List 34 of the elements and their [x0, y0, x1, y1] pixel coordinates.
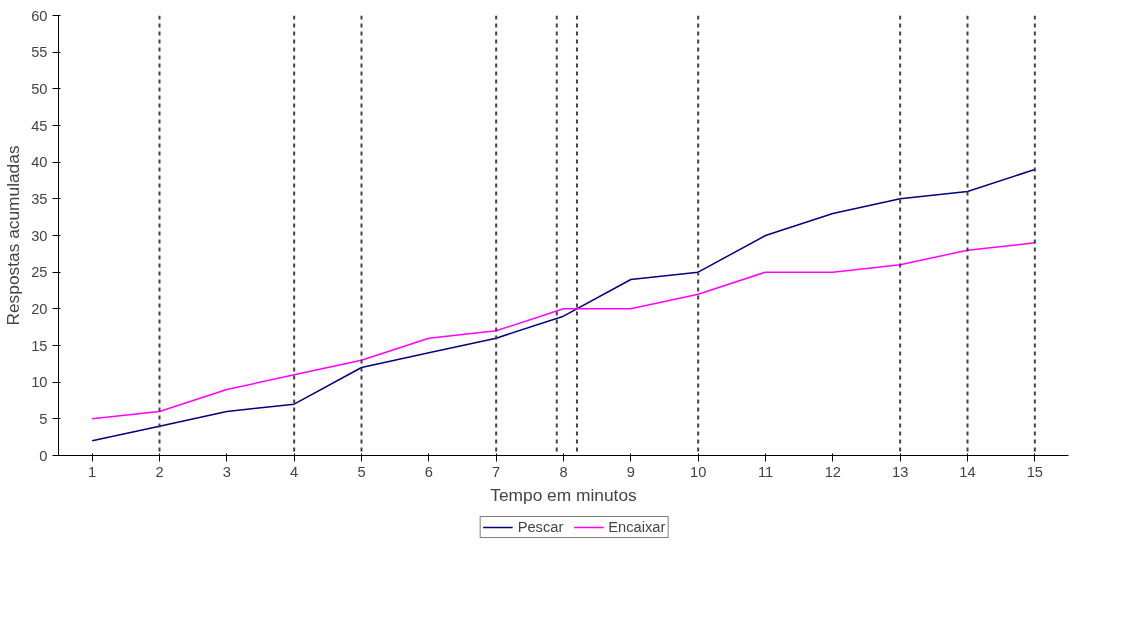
y-tick-label: 45	[31, 117, 48, 134]
x-tick-label: 5	[357, 463, 366, 480]
y-tick-label: 10	[31, 374, 48, 391]
y-tick-label: 40	[31, 154, 48, 171]
y-tick-label: 0	[39, 447, 48, 464]
x-tick-label: 4	[290, 463, 299, 480]
y-tick-label: 20	[31, 300, 48, 317]
y-tick-label: 25	[31, 264, 48, 281]
line-series	[91, 168, 1036, 442]
x-tick-label: 2	[155, 463, 164, 480]
line-series	[91, 242, 1036, 420]
x-tick-label: 10	[690, 463, 707, 480]
y-tick-label: 55	[31, 44, 48, 61]
x-tick-label: 7	[492, 463, 501, 480]
x-tick-label: 9	[626, 463, 635, 480]
y-tick-label: 30	[31, 227, 48, 244]
x-tick-label: 11	[757, 463, 774, 480]
x-tick-label: 14	[959, 463, 976, 480]
y-tick-label: 60	[31, 7, 48, 24]
x-tick-label: 15	[1026, 463, 1043, 480]
x-tick-label: 6	[424, 463, 433, 480]
y-tick-label: 50	[31, 80, 48, 97]
legend-label: Pescar	[517, 519, 564, 535]
legend-label: Encaixar	[608, 519, 666, 535]
x-tick-label: 13	[892, 463, 909, 480]
x-tick-label: 1	[88, 463, 97, 480]
y-tick-label: 15	[31, 337, 48, 354]
x-tick-label: 3	[222, 463, 231, 480]
x-axis-title: Tempo em minutos	[490, 484, 638, 505]
y-tick-label: 5	[39, 410, 48, 427]
y-axis-title: Respostas acumuladas	[3, 145, 24, 326]
y-tick-label: 35	[31, 190, 48, 207]
x-tick-label: 12	[824, 463, 841, 480]
x-tick-label: 8	[559, 463, 568, 480]
